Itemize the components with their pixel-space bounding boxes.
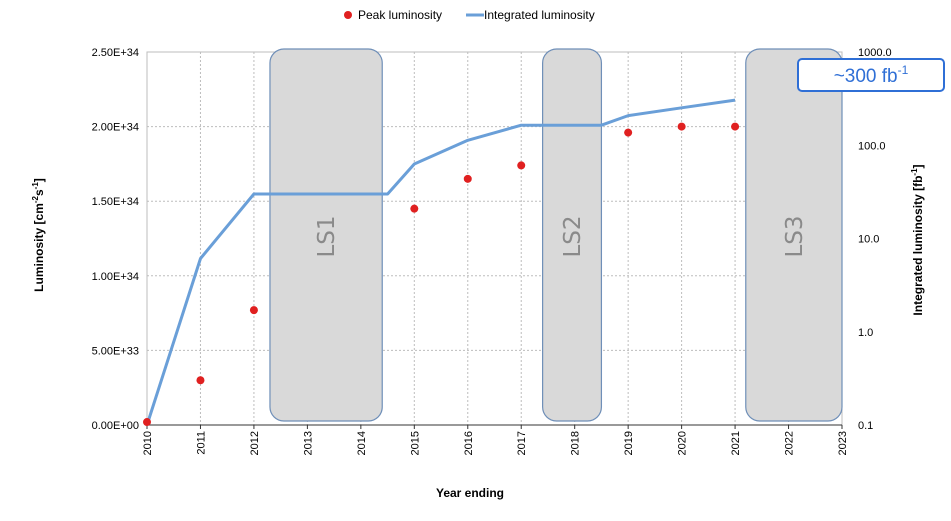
data-point-peak-luminosity: [249, 306, 258, 315]
shutdown-label-ls3: LS3: [782, 215, 808, 257]
x-tick-label: 2022: [784, 431, 796, 455]
shutdown-layer: LS1 LS2 LS3: [269, 48, 843, 422]
x-tick-label: 2012: [249, 431, 261, 455]
x-tick-label: 2020: [677, 431, 689, 455]
series-line-integrated-luminosity: [145, 98, 736, 426]
data-point-peak-luminosity: [196, 376, 205, 385]
callout-text: ~300 fb-1: [834, 63, 909, 87]
x-tick-label: 2011: [195, 431, 207, 455]
legend-label-integrated-luminosity: Integrated luminosity: [484, 8, 595, 22]
shutdown-box-ls3: [745, 48, 843, 422]
data-point-peak-luminosity: [517, 161, 526, 170]
data-point-peak-luminosity: [463, 174, 472, 183]
data-point-peak-luminosity: [410, 204, 419, 213]
callout: ~300 fb-1: [797, 58, 945, 92]
data-point-peak-luminosity: [731, 122, 740, 131]
shutdown-box-ls2: [542, 48, 603, 422]
x-tick-label: 2013: [302, 431, 314, 455]
x-tick-label: 2014: [356, 431, 368, 455]
grid-layer: [146, 51, 843, 426]
y2-tick-label: 1.0: [858, 327, 873, 339]
legend: Peak luminosity Integrated luminosity: [344, 8, 595, 22]
shutdown-label-ls1: LS1: [314, 215, 340, 257]
x-tick-label: 2018: [570, 431, 582, 455]
x-axis-title: Year ending: [436, 486, 504, 500]
y-tick-label: 1.00E+34: [92, 271, 139, 283]
y-tick-label: 5.00E+33: [92, 345, 139, 357]
x-tick-label: 2019: [623, 431, 635, 455]
x-tick-label: 2015: [409, 431, 421, 455]
shutdown-box-ls1: [269, 48, 383, 422]
x-tick-label: 2021: [730, 431, 742, 455]
shutdown-label-ls2: LS2: [560, 215, 586, 257]
series-layer: [143, 98, 740, 427]
data-point-peak-luminosity: [624, 128, 633, 137]
y2-axis-title: Integrated luminosity [fb-1]: [910, 164, 925, 315]
y2-tick-label: 1000.0: [858, 47, 892, 59]
x-tick-label: 2017: [516, 431, 528, 455]
data-point-peak-luminosity: [677, 122, 686, 131]
x-tick-label: 2023: [837, 431, 849, 455]
legend-marker-peak-luminosity: [344, 11, 352, 19]
y-tick-label: 2.00E+34: [92, 122, 139, 134]
callout-box: [797, 58, 945, 92]
y2-tick-label: 10.0: [858, 234, 879, 246]
y-tick-label: 0.00E+00: [92, 420, 139, 432]
data-point-peak-luminosity: [143, 418, 151, 427]
x-tick-label: 2016: [463, 431, 475, 455]
y-axis-title: Luminosity [cm-2s-1]: [31, 178, 46, 292]
y-tick-label: 1.50E+34: [92, 196, 139, 208]
y-tick-label: 2.50E+34: [92, 47, 139, 59]
y2-tick-label: 0.1: [858, 420, 873, 432]
legend-label-peak-luminosity: Peak luminosity: [358, 8, 442, 22]
x-tick-label: 2010: [142, 431, 154, 455]
axes-layer: 2010 2011 2012 2013 2014 2015 2016 2017 2018 2019…: [92, 47, 892, 455]
y2-tick-label: 100.0: [858, 140, 886, 152]
plot-area: [146, 51, 843, 426]
